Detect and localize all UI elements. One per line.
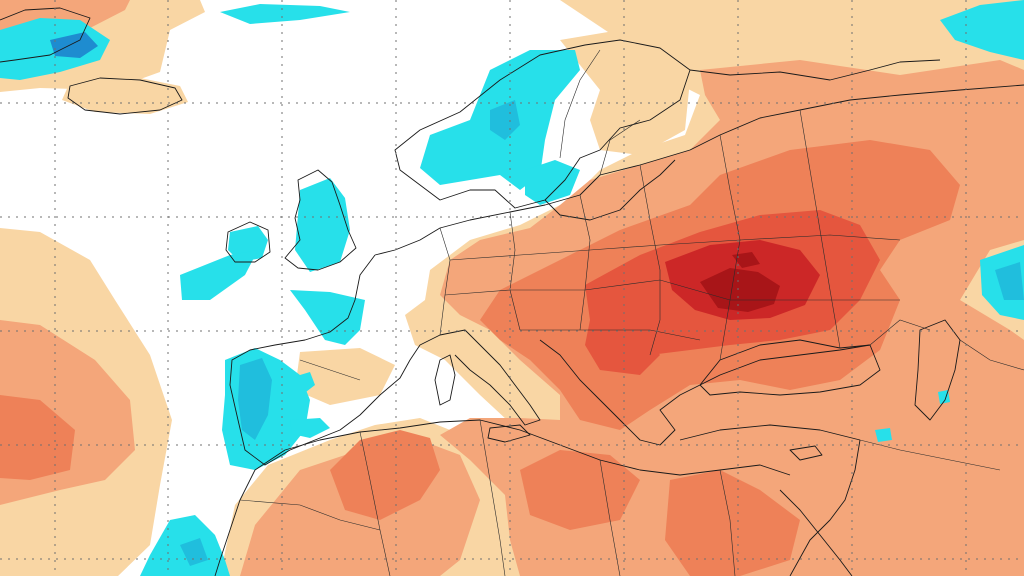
coast-scandinavia	[394, 39, 691, 209]
cool-atlantic-wedge	[180, 250, 258, 300]
warm-band-3-arabia	[665, 470, 800, 576]
coast-iceland	[67, 77, 183, 115]
border-g	[449, 234, 901, 261]
border-t	[559, 49, 601, 159]
warm-band-1-iceland	[62, 76, 188, 114]
coast-kola-white-sea	[689, 59, 941, 81]
coast-black-sea	[699, 339, 881, 396]
border-k	[359, 431, 391, 576]
warm-band-3-atlantic	[0, 395, 75, 480]
coast-west-africa	[214, 499, 241, 576]
cool-northeast-corner	[940, 0, 1024, 60]
coast-caspian	[914, 319, 961, 421]
warm-band-1-iberia-south	[295, 348, 395, 405]
coast-levant	[789, 439, 861, 576]
cool-norway-west	[490, 100, 520, 140]
border-l	[479, 419, 506, 576]
cool-spain-north	[290, 372, 315, 395]
border-j	[299, 359, 361, 381]
coast-sardinia-corsica	[434, 354, 456, 406]
cool-turkey-spots	[875, 428, 892, 442]
cool-caspian-east-core	[995, 262, 1024, 300]
coast-baltic	[544, 159, 676, 221]
border-m	[599, 459, 621, 576]
coast-europe-mainland	[374, 84, 1024, 256]
border-d	[639, 164, 661, 356]
cool-portugal-core	[238, 358, 272, 440]
coast-north-africa	[239, 419, 791, 501]
cool-ireland	[228, 226, 268, 262]
coast-balkans-greece	[539, 339, 871, 446]
coastline-layer	[0, 7, 1024, 576]
warm-band-6-north	[732, 252, 760, 268]
border-r	[869, 319, 931, 346]
cool-scandinavia-south	[525, 160, 580, 205]
coast-great-britain	[284, 169, 357, 271]
cool-gibraltar-strip	[290, 418, 330, 438]
coast-greenland-tip	[0, 7, 91, 63]
warm-band-4-balkans	[585, 320, 660, 375]
coast-france-iberia	[229, 254, 441, 466]
coast-italy	[439, 329, 541, 426]
border-b	[509, 211, 521, 331]
warm-band-3-sahara	[330, 430, 440, 520]
border-o	[239, 499, 381, 531]
cool-brittany-biscay	[290, 290, 365, 345]
cool-iceland-west-core	[50, 32, 98, 58]
border-i	[520, 329, 701, 341]
border-a	[439, 227, 451, 336]
coast-ireland	[225, 221, 271, 263]
border-q	[959, 339, 1024, 371]
coast-sicily	[487, 424, 531, 443]
cool-north-atlantic-strip	[220, 4, 350, 24]
cool-great-britain	[295, 178, 350, 272]
warm-band-6-core	[700, 268, 780, 312]
coast-cyprus	[789, 445, 823, 461]
border-s	[599, 119, 641, 176]
coast-turkey-south	[679, 424, 861, 441]
warm-band-3-libya	[520, 450, 640, 530]
coast-red-sea	[779, 489, 853, 576]
border-n	[719, 469, 736, 576]
border-f	[799, 109, 841, 349]
